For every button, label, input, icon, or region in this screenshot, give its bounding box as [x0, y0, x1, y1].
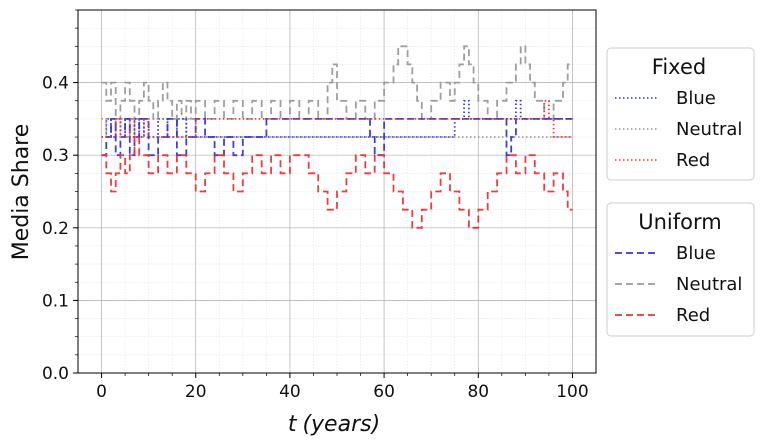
- series-uniform-red-line: [101, 136, 573, 229]
- x-axis-variable: t: [288, 412, 298, 437]
- legend-uniform-neutral-label: Neutral: [676, 274, 742, 295]
- legend-uniform: Uniform Blue Neutral Red: [606, 202, 755, 337]
- y-axis-label: Media Share: [9, 124, 34, 261]
- x-tick-label: 80: [467, 382, 489, 402]
- y-tick-label: 0.1: [42, 291, 69, 311]
- legend-fixed-blue-label: Blue: [676, 88, 716, 109]
- series-uniform-blue-line: [101, 118, 573, 157]
- y-tick-label: 0.0: [42, 364, 69, 384]
- legend-fixed-red-label: Red: [676, 150, 710, 171]
- series-fixed-red-line: [101, 99, 573, 138]
- legend-uniform-blue-label: Blue: [676, 243, 716, 264]
- axis-ticks: 0 20 40 60 80 100 0.0 0.1 0.2 0.3 0.4: [42, 9, 589, 402]
- legend-uniform-red-label: Red: [676, 305, 710, 326]
- legend-fixed-neutral-label: Neutral: [676, 119, 742, 140]
- x-tick-label: 100: [556, 382, 588, 402]
- legend-uniform-title: Uniform: [638, 210, 721, 234]
- legend-uniform-frame: [606, 202, 755, 337]
- x-tick-label: 40: [279, 382, 301, 402]
- legend-fixed-frame: [606, 47, 755, 181]
- y-tick-label: 0.4: [42, 74, 69, 94]
- x-tick-label: 60: [373, 382, 395, 402]
- legend-fixed: Fixed Blue Neutral Red: [606, 47, 755, 181]
- y-tick-label: 0.3: [42, 146, 69, 166]
- y-tick-label: 0.2: [42, 219, 69, 239]
- x-axis-unit: (years): [302, 412, 380, 437]
- x-tick-label: 0: [96, 382, 107, 402]
- x-axis-label: t (years): [288, 412, 380, 437]
- legend-fixed-title: Fixed: [652, 55, 706, 79]
- plot-series: [101, 45, 573, 229]
- x-tick-label: 20: [185, 382, 207, 402]
